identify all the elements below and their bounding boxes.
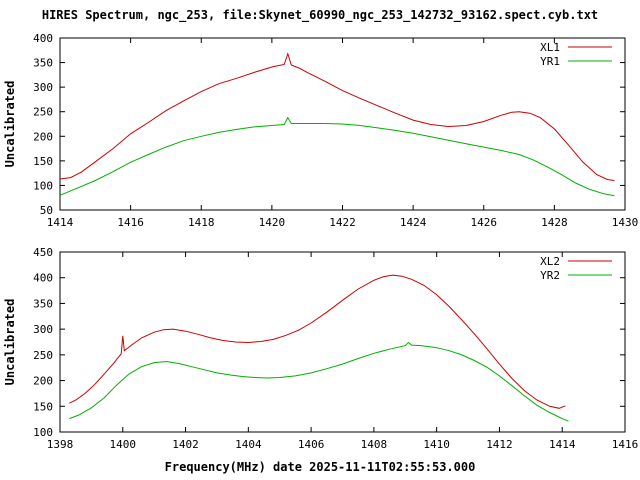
x-tick-label: 1400 [110, 438, 137, 451]
series-line-YR2 [69, 341, 569, 422]
y-axis: 100 150 200 250 300 350 400 450 [33, 246, 625, 439]
x-tick-label: 1420 [259, 216, 286, 229]
legend-entry-YR2: YR2 [540, 269, 612, 282]
x-tick-label: 1404 [235, 438, 262, 451]
y-axis-label: Uncalibrated [3, 299, 17, 386]
y-tick-label: 50 [40, 204, 53, 217]
legend-label: YR1 [540, 55, 560, 68]
x-tick-label: 1416 [612, 438, 639, 451]
x-tick-label: 1398 [47, 438, 74, 451]
y-tick-label: 350 [33, 297, 53, 310]
x-tick-label: 1402 [172, 438, 199, 451]
plot-border [59, 251, 626, 433]
x-tick-label: 1430 [612, 216, 639, 229]
x-tick-label: 1416 [117, 216, 144, 229]
y-axis-label: Uncalibrated [3, 81, 17, 168]
x-axis: 1398 1400 1402 1404 1406 1408 1410 1412 1414 1416 [47, 252, 639, 451]
x-tick-label: 1426 [471, 216, 498, 229]
x-axis: 1414 1416 1418 1420 1422 1424 1426 1428 1430 [47, 38, 639, 229]
x-tick-label: 1408 [361, 438, 388, 451]
series-line-XL1 [59, 52, 615, 181]
x-tick-label: 1414 [47, 216, 74, 229]
legend-label: YR2 [540, 269, 560, 282]
y-axis: 50 100 150 200 250 300 350 400 [33, 32, 625, 217]
x-tick-label: 1428 [541, 216, 568, 229]
y-tick-label: 300 [33, 323, 53, 336]
x-axis-label: Frequency(MHz) date 2025-11-11T02:55:53.… [164, 460, 476, 474]
y-tick-label: 450 [33, 246, 53, 259]
legend-entry-XL1: XL1 [540, 41, 612, 54]
legend-entry-YR1: YR1 [540, 55, 612, 68]
y-tick-label: 150 [33, 155, 53, 168]
x-tick-label: 1418 [188, 216, 215, 229]
y-tick-label: 200 [33, 375, 53, 388]
x-tick-label: 1406 [298, 438, 325, 451]
y-tick-label: 250 [33, 349, 53, 362]
y-tick-label: 400 [33, 272, 53, 285]
y-tick-label: 150 [33, 400, 53, 413]
y-tick-label: 300 [33, 81, 53, 94]
legend-entry-XL2: XL2 [540, 255, 612, 268]
y-tick-label: 200 [33, 130, 53, 143]
x-tick-label: 1412 [486, 438, 513, 451]
y-tick-label: 400 [33, 32, 53, 45]
bottom-spectrum-chart: 1398 1400 1402 1404 1406 1408 1410 1412 1414 1416… [3, 246, 639, 451]
x-tick-label: 1410 [423, 438, 450, 451]
legend-label: XL2 [540, 255, 560, 268]
y-tick-label: 100 [33, 426, 53, 439]
x-tick-label: 1424 [400, 216, 427, 229]
chart-title: HIRES Spectrum, ngc_253, file:Skynet_609… [41, 8, 599, 22]
y-tick-label: 250 [33, 106, 53, 119]
legend-label: XL1 [540, 41, 560, 54]
top-spectrum-chart: 1414 1416 1418 1420 1422 1424 1426 1428 1430 50 10… [3, 32, 639, 229]
x-tick-label: 1422 [329, 216, 356, 229]
x-tick-label: 1414 [549, 438, 576, 451]
series-line-YR1 [59, 116, 615, 197]
y-tick-label: 100 [33, 179, 53, 192]
series-line-XL2 [69, 274, 566, 409]
y-tick-label: 350 [33, 57, 53, 70]
